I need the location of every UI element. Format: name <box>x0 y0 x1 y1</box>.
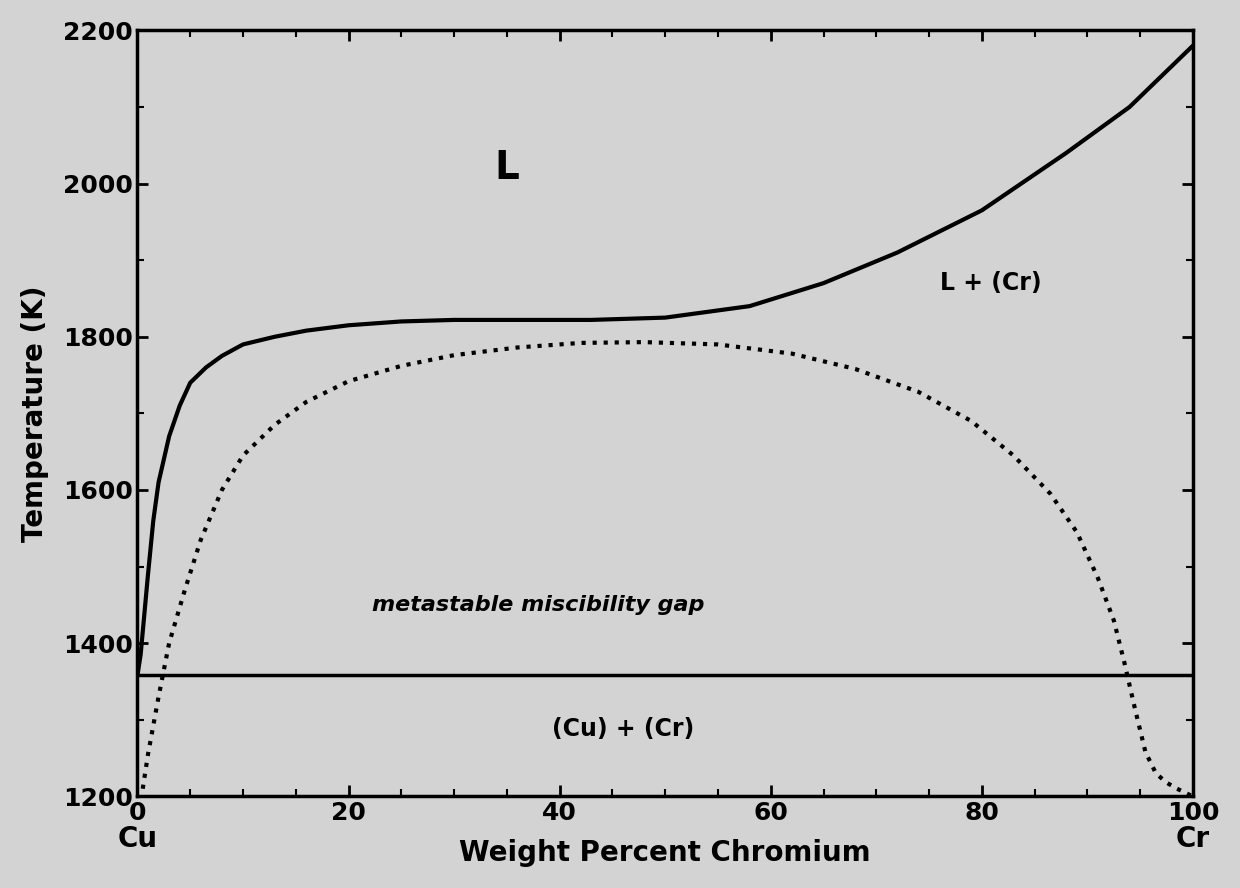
Text: Cu: Cu <box>118 825 157 852</box>
Text: metastable miscibility gap: metastable miscibility gap <box>372 595 704 614</box>
Y-axis label: Temperature (K): Temperature (K) <box>21 285 48 542</box>
Text: Cr: Cr <box>1176 825 1210 852</box>
Text: (Cu) + (Cr): (Cu) + (Cr) <box>552 717 694 741</box>
Text: L + (Cr): L + (Cr) <box>940 271 1042 295</box>
X-axis label: Weight Percent Chromium: Weight Percent Chromium <box>459 839 870 868</box>
Text: L: L <box>495 149 520 187</box>
